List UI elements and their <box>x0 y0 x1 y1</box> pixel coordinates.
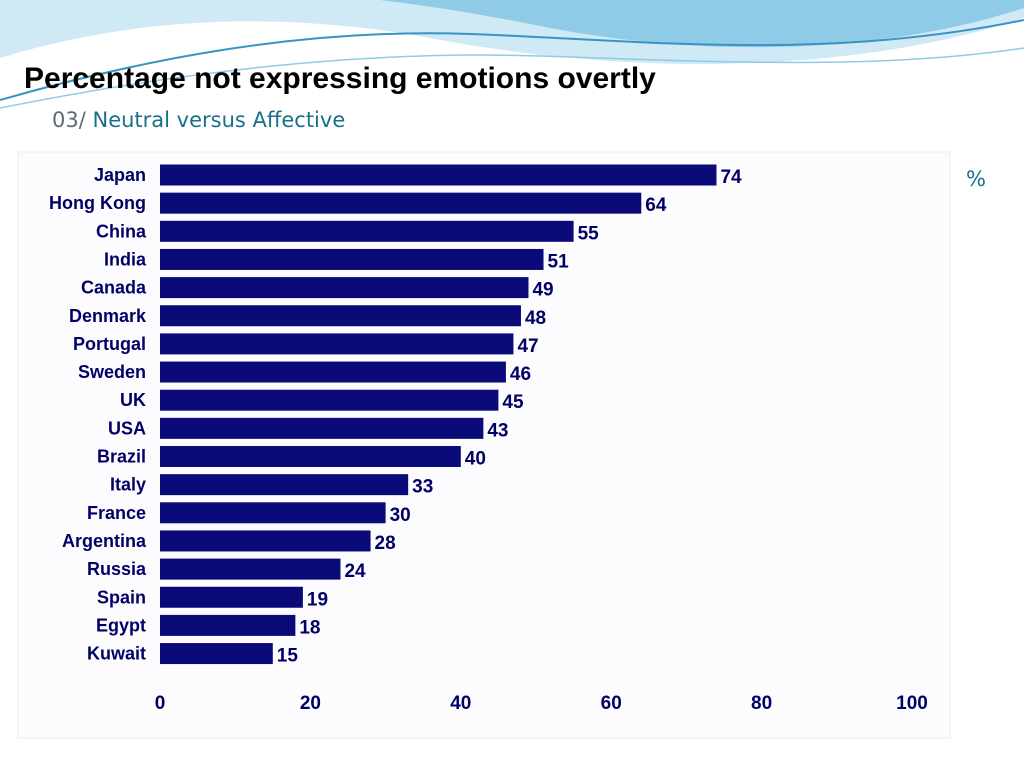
data-label: 15 <box>277 646 299 667</box>
x-tick-label: 0 <box>155 693 166 714</box>
x-tick-label: 80 <box>751 693 772 714</box>
data-label: 45 <box>502 392 524 413</box>
category-label: Kuwait <box>87 644 146 664</box>
category-label: Italy <box>110 475 146 495</box>
category-label: Japan <box>94 165 146 185</box>
bar <box>160 586 303 608</box>
subtitle-text: Neutral versus Affective <box>92 108 346 132</box>
category-label: USA <box>108 418 146 438</box>
data-label: 46 <box>510 364 531 385</box>
bar <box>160 192 642 214</box>
bar <box>160 643 273 665</box>
bar <box>160 446 461 467</box>
slide-subtitle: 03/ Neutral versus Affective <box>52 108 345 132</box>
data-label: 51 <box>548 251 570 272</box>
category-label: Spain <box>97 587 146 607</box>
category-label: Portugal <box>73 334 146 354</box>
category-label: Denmark <box>69 306 147 326</box>
data-label: 47 <box>517 336 538 357</box>
category-label: Argentina <box>62 531 147 551</box>
bar <box>160 558 341 580</box>
data-label: 33 <box>412 477 433 498</box>
data-label: 18 <box>299 617 320 638</box>
bar <box>160 164 717 186</box>
data-label: 43 <box>487 420 508 441</box>
x-tick-label: 100 <box>896 693 928 714</box>
category-label: Brazil <box>97 447 146 467</box>
bar <box>160 220 574 242</box>
data-label: 19 <box>307 589 328 610</box>
category-label: Hong Kong <box>49 193 146 213</box>
bar <box>160 248 544 270</box>
data-label: 55 <box>578 223 600 244</box>
bar <box>160 333 514 355</box>
data-label: 40 <box>465 449 486 470</box>
data-label: 30 <box>390 505 411 526</box>
category-label: Canada <box>81 278 147 298</box>
bar <box>160 305 521 327</box>
bar <box>160 474 409 496</box>
wave-mid-band <box>380 0 1024 48</box>
bar <box>160 502 386 524</box>
data-label: 48 <box>525 308 546 329</box>
x-tick-label: 20 <box>300 693 321 714</box>
wave-thin-line <box>0 47 1024 109</box>
category-label: Sweden <box>78 362 146 382</box>
category-label: Egypt <box>96 615 146 635</box>
category-label: Russia <box>87 559 147 579</box>
data-label: 28 <box>375 533 396 554</box>
category-label: France <box>87 503 146 523</box>
bar <box>160 530 371 552</box>
x-tick-label: 40 <box>450 693 471 714</box>
data-label: 74 <box>720 167 742 188</box>
subtitle-number: 03/ <box>52 108 86 132</box>
data-label: 64 <box>645 195 667 216</box>
data-label: 49 <box>532 280 553 301</box>
category-label: China <box>96 221 147 241</box>
category-label: India <box>104 249 147 269</box>
bar <box>160 277 529 299</box>
wave-dark-line <box>0 19 1024 101</box>
data-label: 24 <box>344 561 366 582</box>
unit-label: % <box>966 167 986 191</box>
x-tick-label: 60 <box>601 693 622 714</box>
bar <box>160 361 506 383</box>
bar <box>160 614 296 636</box>
bar <box>160 417 484 439</box>
category-label: UK <box>120 390 146 410</box>
header-wave-decoration <box>0 0 1024 109</box>
bar <box>160 389 499 411</box>
slide-title: Percentage not expressing emotions overt… <box>24 62 656 95</box>
